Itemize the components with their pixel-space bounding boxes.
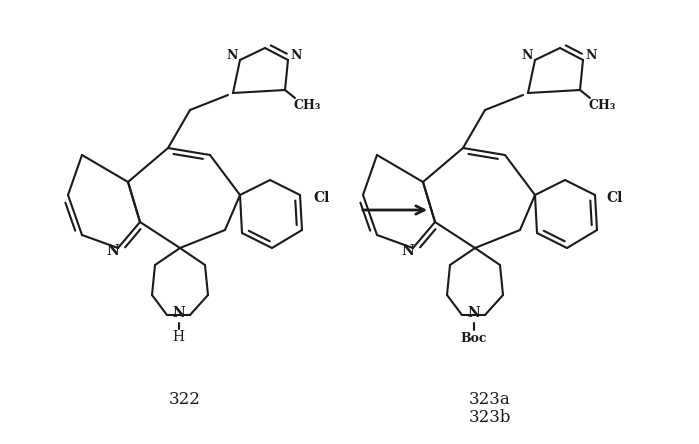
Text: N: N [467,306,480,320]
Text: N: N [402,244,415,258]
Text: Boc: Boc [460,332,487,345]
Text: 322: 322 [169,392,201,408]
Text: 323a: 323a [469,392,511,408]
Text: Cl: Cl [314,191,330,205]
Text: CH₃: CH₃ [294,99,321,111]
Text: N: N [290,48,302,62]
Text: N: N [107,244,120,258]
Text: N: N [585,48,597,62]
Text: H: H [173,330,185,344]
Text: N: N [172,306,185,320]
Text: CH₃: CH₃ [589,99,616,111]
Text: N: N [226,48,238,62]
Text: 323b: 323b [469,409,511,427]
Text: N: N [521,48,533,62]
Text: Cl: Cl [607,191,624,205]
